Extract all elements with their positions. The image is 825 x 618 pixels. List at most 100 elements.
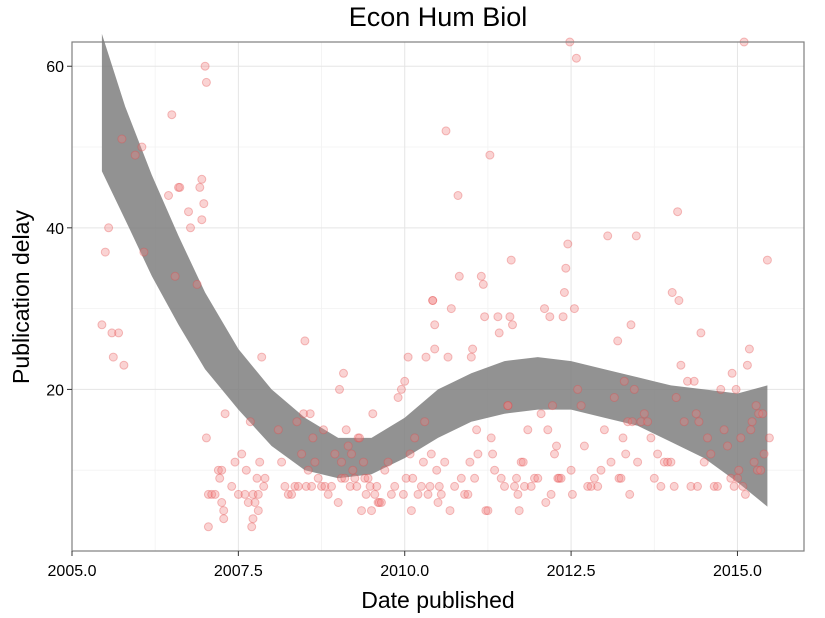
data-point-65 xyxy=(299,409,309,419)
data-point-87 xyxy=(343,441,353,451)
data-point-219 xyxy=(616,473,626,483)
data-point-238 xyxy=(663,457,673,467)
data-point-156 xyxy=(478,279,488,289)
data-point-135 xyxy=(433,498,443,507)
data-point-35 xyxy=(219,514,229,524)
data-point-34 xyxy=(219,506,229,516)
data-point-182 xyxy=(530,473,539,483)
data-point-43 xyxy=(243,498,253,507)
data-point-90 xyxy=(348,465,358,475)
data-point-209 xyxy=(586,481,596,491)
data-point-72 xyxy=(310,457,320,467)
data-point-100 xyxy=(365,481,375,491)
data-point-274 xyxy=(746,425,756,435)
data-point-136 xyxy=(434,481,444,491)
data-point-10 xyxy=(139,247,149,257)
plot-border xyxy=(71,41,805,552)
data-point-165 xyxy=(494,328,504,338)
data-point-78 xyxy=(327,481,336,491)
data-point-183 xyxy=(533,473,543,483)
data-point-280 xyxy=(756,465,766,475)
y-tick-label-1: 40 xyxy=(46,221,64,238)
data-point-147 xyxy=(460,489,470,499)
data-point-17 xyxy=(186,223,195,233)
data-point-193 xyxy=(553,473,563,483)
data-point-45 xyxy=(247,522,257,532)
data-point-95 xyxy=(357,506,366,516)
data-point-237 xyxy=(659,457,669,467)
data-point-19 xyxy=(195,182,205,192)
data-point-127 xyxy=(423,489,433,499)
data-point-114 xyxy=(398,489,408,499)
data-point-47 xyxy=(248,489,258,499)
data-point-50 xyxy=(253,506,263,516)
data-point-64 xyxy=(297,449,307,459)
smooth-confidence-band xyxy=(101,33,768,507)
data-point-208 xyxy=(583,481,593,491)
data-point-83 xyxy=(337,473,346,483)
data-point-120 xyxy=(408,473,418,483)
data-point-190 xyxy=(548,401,557,411)
data-point-117 xyxy=(403,352,413,362)
data-point-104 xyxy=(372,481,382,491)
data-point-27 xyxy=(203,489,213,499)
data-point-284 xyxy=(764,433,774,443)
data-point-282 xyxy=(759,449,769,459)
data-point-176 xyxy=(514,506,524,516)
data-point-257 xyxy=(709,481,719,491)
data-point-63 xyxy=(293,481,303,491)
y-tick-label-0: 20 xyxy=(46,382,64,399)
data-point-276 xyxy=(749,457,759,467)
data-point-121 xyxy=(410,433,420,443)
data-point-177 xyxy=(516,457,526,467)
data-point-204 xyxy=(571,53,581,63)
data-point-230 xyxy=(636,417,646,427)
data-point-6 xyxy=(117,134,127,144)
data-point-206 xyxy=(576,401,586,411)
data-point-232 xyxy=(643,417,653,427)
data-point-139 xyxy=(441,126,451,136)
data-point-249 xyxy=(689,376,699,386)
data-point-195 xyxy=(556,473,566,483)
data-point-116 xyxy=(401,473,411,483)
y-tick-label-2: 60 xyxy=(46,59,64,76)
data-point-223 xyxy=(623,417,633,427)
data-point-59 xyxy=(283,489,293,499)
data-point-241 xyxy=(669,481,679,491)
data-point-98 xyxy=(361,489,371,499)
data-point-246 xyxy=(679,417,689,427)
data-point-143 xyxy=(450,481,460,491)
data-point-20 xyxy=(197,174,207,184)
data-point-109 xyxy=(383,457,393,467)
data-point-115 xyxy=(400,376,410,386)
data-point-218 xyxy=(614,473,624,483)
data-point-271 xyxy=(740,489,750,499)
data-point-122 xyxy=(413,489,423,499)
data-point-216 xyxy=(609,393,619,402)
data-point-168 xyxy=(503,401,513,411)
data-point-261 xyxy=(723,441,732,451)
data-point-234 xyxy=(649,473,659,483)
data-point-159 xyxy=(483,506,493,516)
data-point-197 xyxy=(559,288,569,297)
data-point-99 xyxy=(363,473,373,483)
data-point-105 xyxy=(373,498,383,507)
data-point-44 xyxy=(245,417,255,427)
data-point-220 xyxy=(618,433,628,443)
data-point-150 xyxy=(466,352,476,362)
x-axis-label: Date published xyxy=(361,587,514,613)
data-point-272 xyxy=(742,360,752,370)
data-point-187 xyxy=(543,425,553,435)
data-point-107 xyxy=(376,498,386,507)
data-point-146 xyxy=(456,473,466,483)
data-point-192 xyxy=(552,441,561,451)
data-point-207 xyxy=(579,441,589,451)
data-point-211 xyxy=(593,481,603,491)
data-point-42 xyxy=(241,465,251,475)
x-axis-ticks: 2005.0 2007.5 2010.0 2012.5 2015.0 xyxy=(48,551,762,580)
scatter-points xyxy=(97,37,774,532)
data-point-61 xyxy=(290,481,300,491)
data-point-52 xyxy=(255,457,265,467)
data-point-240 xyxy=(667,288,677,297)
chart-title: Econ Hum Biol xyxy=(349,2,528,32)
